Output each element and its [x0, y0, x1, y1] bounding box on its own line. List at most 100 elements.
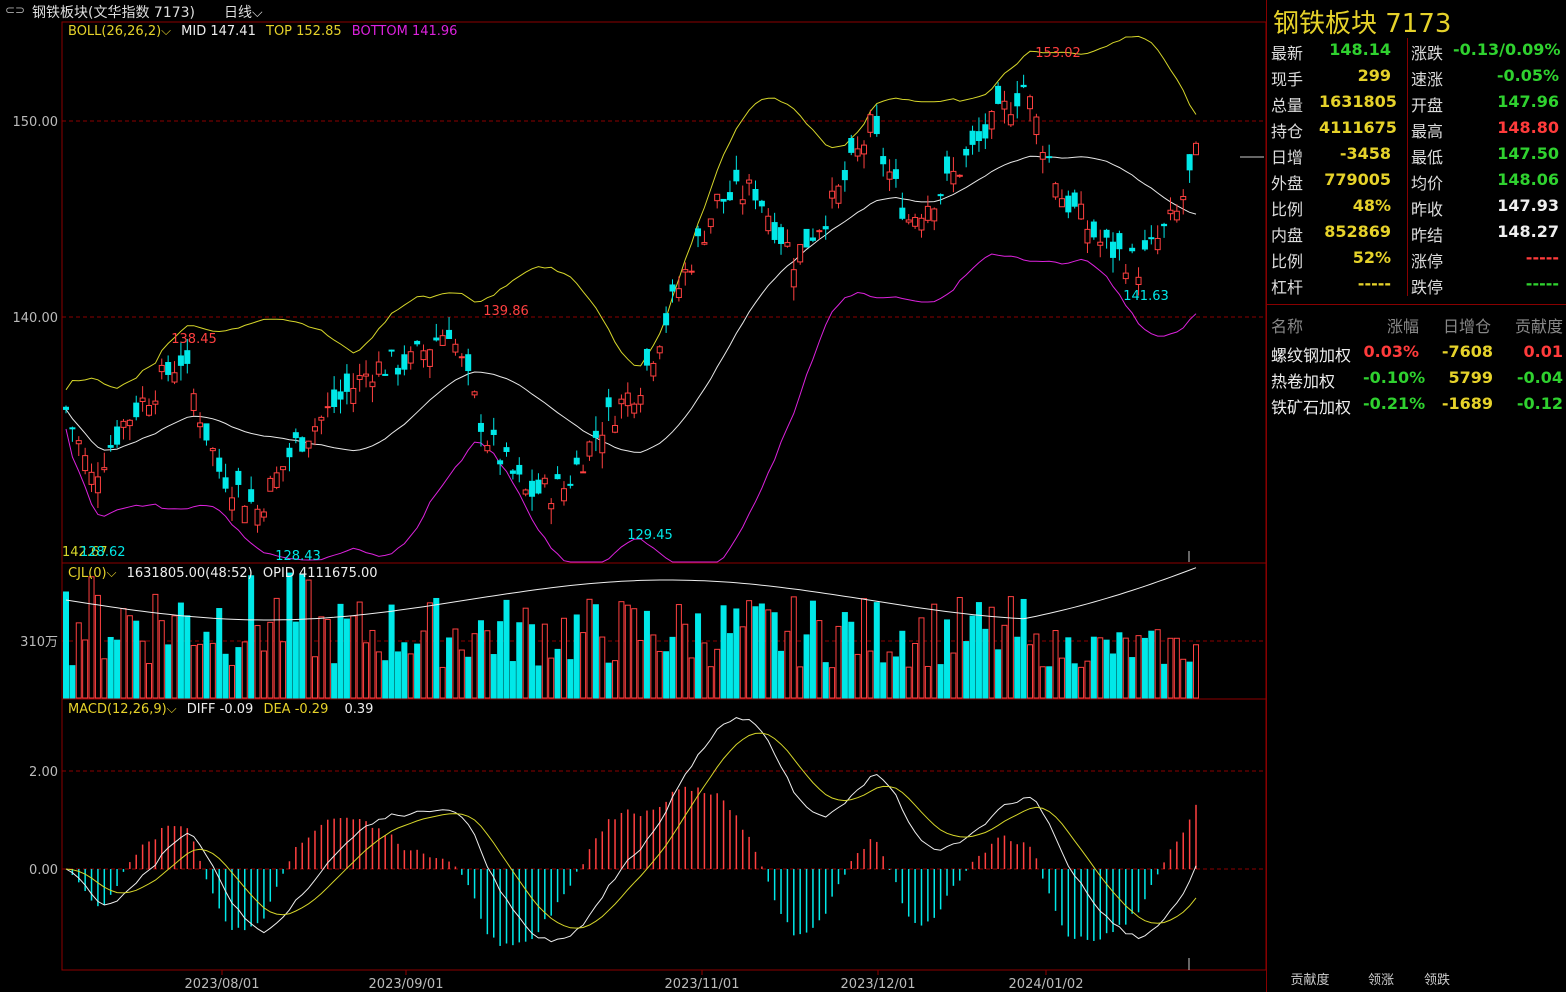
- quote-label: 速涨: [1411, 70, 1444, 89]
- candle: [1052, 183, 1059, 198]
- candle: [165, 362, 172, 375]
- boll-top: TOP 152.85: [266, 24, 342, 39]
- chevron-down-icon[interactable]: ⌵: [166, 702, 177, 717]
- macd-dea: DEA -0.29: [263, 702, 329, 717]
- candle: [1027, 96, 1034, 110]
- component-oi: -7608: [1441, 342, 1493, 361]
- candle: [1078, 203, 1085, 220]
- high-annotation: 138.45: [171, 332, 217, 347]
- volume-bar: [778, 650, 785, 699]
- boll-mid: MID 147.41: [181, 24, 256, 39]
- volume-bar: [171, 615, 178, 699]
- volume-bar: [797, 666, 804, 699]
- volume-bar: [292, 621, 299, 699]
- volume-bar: [184, 615, 191, 699]
- volume-bar: [1161, 663, 1168, 699]
- candle: [152, 400, 159, 405]
- candle: [324, 406, 331, 409]
- candle: [937, 194, 944, 197]
- boll-name[interactable]: BOLL(26,26,2): [68, 24, 162, 39]
- quote-label: 杠杆: [1271, 278, 1304, 297]
- candle: [1110, 241, 1117, 258]
- period-selector[interactable]: 日线⌵: [224, 5, 263, 21]
- volume-bar: [350, 615, 357, 699]
- candle: [75, 440, 82, 445]
- volume-bar: [318, 616, 325, 699]
- candle: [1173, 210, 1180, 221]
- quote-label: 涨跌: [1411, 44, 1444, 63]
- macd-tick-label: 2.00: [29, 765, 58, 780]
- volume-bar: [586, 598, 593, 699]
- volume-bar: [529, 624, 536, 699]
- opid-line: [65, 567, 1197, 621]
- tab-leading-up[interactable]: 领涨: [1367, 973, 1394, 988]
- quote-label: 最新: [1271, 44, 1304, 63]
- volume-bar: [643, 610, 650, 699]
- link-icon[interactable]: ⊂⊃: [5, 3, 26, 17]
- chevron-down-icon[interactable]: ⌵: [161, 24, 172, 39]
- quote-label: 持仓: [1271, 122, 1304, 141]
- candle: [739, 199, 746, 205]
- candle: [1071, 192, 1078, 207]
- candle: [560, 488, 567, 502]
- volume-bar: [1110, 653, 1117, 699]
- chart-frame: [61, 21, 1266, 971]
- quote-value: 852869: [1324, 222, 1391, 241]
- volume-bar: [580, 632, 587, 699]
- tab-leading-down[interactable]: 领跌: [1423, 973, 1450, 988]
- volume-bar: [822, 662, 829, 699]
- candle: [292, 432, 299, 439]
- component-name: 铁矿石加权: [1271, 398, 1352, 417]
- candle: [490, 429, 497, 435]
- candle: [216, 457, 223, 472]
- volume-bar: [720, 605, 727, 699]
- candle: [778, 227, 785, 244]
- candle: [707, 218, 714, 228]
- candle: [861, 144, 868, 155]
- volume-bar: [592, 604, 599, 699]
- tab-contribution[interactable]: 贡献度: [1290, 973, 1330, 988]
- chevron-down-icon[interactable]: ⌵: [106, 566, 117, 581]
- quote-value: 148.06: [1497, 170, 1559, 189]
- candle: [637, 395, 644, 405]
- volume-bar: [94, 594, 101, 699]
- candle: [477, 422, 484, 432]
- candle: [1039, 152, 1046, 160]
- candle: [956, 174, 963, 177]
- candle: [618, 398, 625, 405]
- volume-bar: [426, 602, 433, 699]
- volume-bar: [892, 656, 899, 699]
- candle: [114, 426, 121, 445]
- volume-bar: [848, 621, 855, 699]
- candle: [286, 447, 293, 458]
- candle: [784, 242, 791, 247]
- candle: [446, 329, 453, 339]
- candle: [1148, 237, 1155, 240]
- volume-bar: [714, 648, 721, 699]
- volume-bar: [1116, 632, 1123, 699]
- candle: [107, 445, 114, 448]
- volume-bar: [522, 607, 529, 699]
- candle: [1090, 221, 1097, 238]
- macd-diff: DIFF -0.09: [186, 702, 254, 717]
- volume-bar: [1014, 636, 1021, 699]
- cjl-header: CJL(0)⌵ 1631805.00(48:52) OPID 4111675.0…: [68, 566, 378, 581]
- candle: [420, 350, 427, 361]
- price-tick-label: 150.00: [13, 115, 59, 130]
- cjl-name[interactable]: CJL(0): [68, 566, 107, 581]
- quote-value: 147.96: [1497, 92, 1559, 111]
- volume-bar: [618, 601, 625, 699]
- high-annotation: 139.86: [483, 304, 529, 319]
- quote-row: 外盘 779005 均价 148.06: [1267, 170, 1566, 196]
- kline-chart[interactable]: 150.00 140.00 310万 2.00 0.00 2023/08/01 2023/0…: [0, 0, 1266, 992]
- candle: [235, 470, 242, 485]
- candle: [267, 477, 274, 492]
- candle: [765, 215, 772, 232]
- volume-bar: [356, 601, 363, 699]
- macd-name[interactable]: MACD(12,26,9): [68, 702, 167, 717]
- volume-bar: [944, 619, 951, 699]
- quote-row: 比例 52% 涨停 -----: [1267, 248, 1566, 274]
- candle: [126, 419, 133, 427]
- component-contrib: 0.01: [1523, 342, 1563, 361]
- volume-bar: [1027, 644, 1034, 699]
